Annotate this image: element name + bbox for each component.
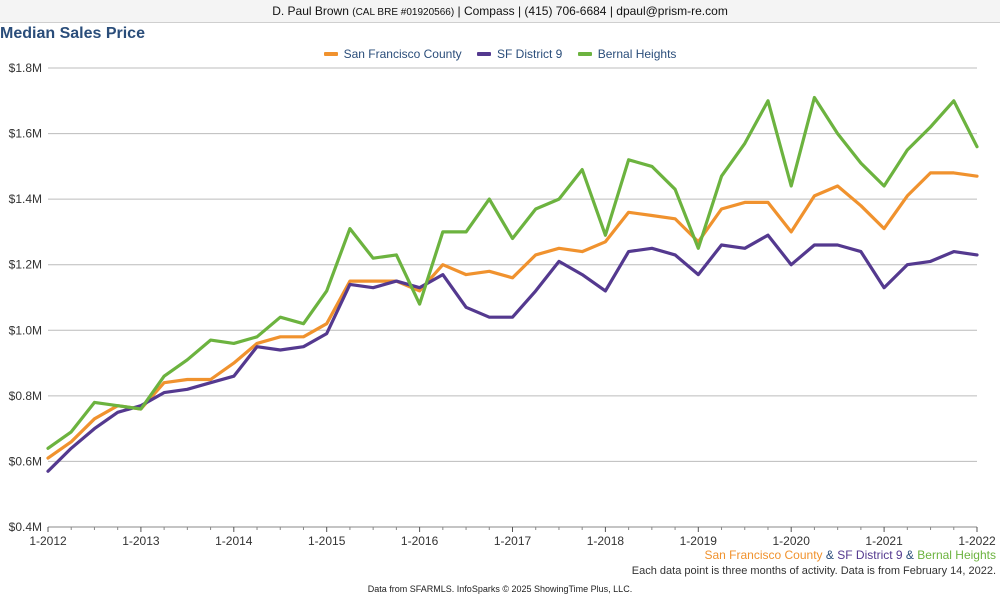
legend-label-district-9: SF District 9	[497, 47, 563, 61]
y-tick-label: $0.4M	[9, 520, 42, 534]
legend-label-sf-county: San Francisco County	[343, 47, 462, 61]
x-tick-label: 1-2014	[215, 534, 253, 548]
data-source: Data from SFARMLS. InfoSparks © 2025 Sho…	[367, 584, 633, 594]
x-tick-label: 1-2012	[29, 534, 67, 548]
series-lines	[46, 95, 979, 473]
y-tick-label: $0.8M	[9, 389, 42, 403]
x-tick-label: 1-2021	[865, 534, 903, 548]
y-tick-label: $0.6M	[9, 454, 42, 468]
activity-note: Each data point is three months of activ…	[631, 565, 996, 577]
caption-bernal: Bernal Heights	[917, 548, 996, 562]
x-tick-label: 1-2022	[958, 534, 996, 548]
x-tick-label: 1-2013	[122, 534, 160, 548]
y-tick-label: $1.8M	[9, 61, 42, 75]
legend-item-sf-county[interactable]: San Francisco County	[323, 47, 462, 61]
x-tick-label: 1-2016	[401, 534, 439, 548]
legend-swatch-sf-county	[323, 52, 338, 56]
chart-title: Median Sales Price	[0, 25, 145, 42]
series-line-0	[46, 171, 979, 460]
grid-lines	[48, 67, 977, 528]
agent-header: D. Paul Brown (CAL BRE #01920566) | Comp…	[0, 0, 1000, 23]
chart-legend: San Francisco County SF District 9 Berna…	[0, 45, 1000, 61]
series-caption: San Francisco County & SF District 9 & B…	[704, 548, 996, 562]
series-line-1	[46, 233, 979, 473]
agent-name: D. Paul Brown	[272, 4, 349, 18]
legend-label-bernal: Bernal Heights	[597, 47, 677, 61]
caption-sep-2: &	[905, 548, 914, 562]
y-tick-label: $1.6M	[9, 127, 42, 141]
agent-license: (CAL BRE #01920566)	[352, 7, 455, 18]
y-tick-label: $1.0M	[9, 323, 42, 337]
x-tick-label: 1-2018	[587, 534, 625, 548]
x-tick-label: 1-2020	[773, 534, 811, 548]
x-tick-label: 1-2017	[494, 534, 532, 548]
y-tick-label: $1.4M	[9, 192, 42, 206]
x-tick-label: 1-2015	[308, 534, 346, 548]
y-tick-label: $1.2M	[9, 258, 42, 272]
axes: $0.4M $0.6M $0.8M $1.0M $1.2M $1.4M $1.6M $1.8M…	[9, 61, 996, 548]
legend-swatch-district-9	[477, 52, 491, 56]
caption-district-9: SF District 9	[837, 548, 903, 562]
legend-item-bernal[interactable]: Bernal Heights	[577, 47, 677, 61]
legend-swatch-bernal	[577, 52, 592, 56]
agent-contact: | Compass | (415) 706-6684 | dpaul@prism…	[457, 4, 728, 18]
caption-sep-1: &	[825, 548, 834, 562]
x-tick-label: 1-2019	[680, 534, 718, 548]
caption-sf-county: San Francisco County	[704, 548, 823, 562]
series-line-2	[46, 95, 979, 450]
legend-item-district-9[interactable]: SF District 9	[477, 47, 562, 61]
